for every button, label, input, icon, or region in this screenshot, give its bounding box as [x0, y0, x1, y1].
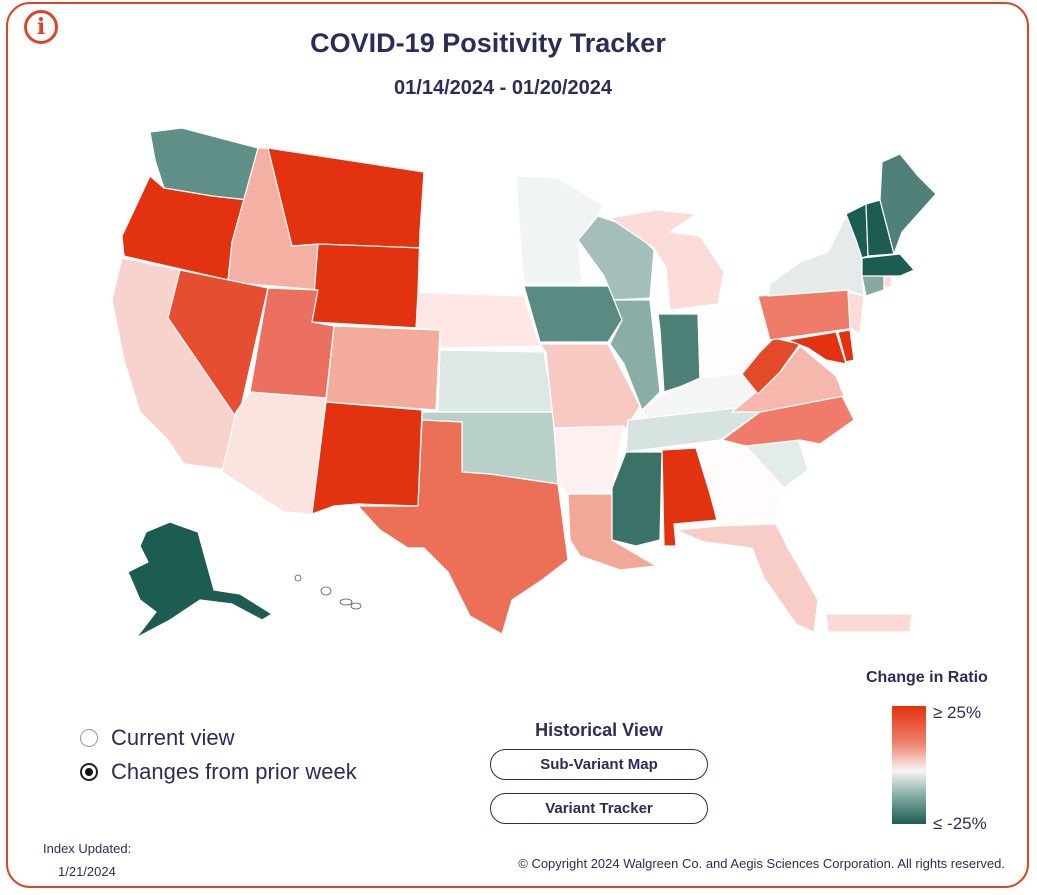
state-new-york[interactable] — [767, 215, 865, 297]
state-new-mexico[interactable] — [311, 401, 423, 515]
legend-color-scale — [892, 706, 926, 824]
state-kansas[interactable] — [437, 349, 555, 413]
changes-prior-week-radio[interactable] — [80, 763, 98, 781]
state-alabama[interactable] — [661, 447, 719, 547]
sub-variant-map-button[interactable]: Sub-Variant Map — [490, 749, 708, 780]
changes-prior-week-option[interactable]: Changes from prior week — [80, 759, 357, 785]
state-massachusetts[interactable] — [861, 253, 915, 277]
state-ohio[interactable] — [697, 305, 761, 377]
territory-puerto-rico[interactable] — [825, 613, 913, 633]
variant-tracker-button[interactable]: Variant Tracker — [490, 793, 708, 824]
state-missouri[interactable] — [539, 343, 641, 429]
state-minnesota[interactable] — [515, 175, 605, 285]
index-updated-date: 1/21/2024 — [58, 864, 116, 879]
current-view-radio[interactable] — [80, 729, 98, 747]
state-arizona[interactable] — [221, 391, 327, 515]
state-mississippi[interactable] — [611, 451, 663, 547]
state-arkansas[interactable] — [553, 425, 625, 495]
state-wyoming[interactable] — [311, 243, 423, 329]
state-iowa[interactable] — [523, 285, 623, 343]
date-range: 01/14/2024 - 01/20/2024 — [394, 77, 612, 99]
current-view-option[interactable]: Current view — [80, 725, 234, 751]
state-florida[interactable] — [675, 523, 819, 633]
state-new-jersey[interactable] — [847, 291, 865, 335]
state-georgia[interactable] — [697, 443, 783, 525]
legend-title: Change in Ratio — [866, 669, 988, 686]
legend-high-label: ≥ 25% — [933, 703, 982, 722]
info-icon[interactable]: i — [24, 10, 58, 44]
legend-low-label: ≤ -25% — [933, 814, 987, 833]
state-maryland[interactable] — [787, 331, 847, 365]
changes-prior-week-label: Changes from prior week — [111, 759, 357, 784]
state-alaska[interactable] — [127, 521, 273, 639]
state-maine[interactable] — [879, 153, 937, 255]
state-hawaii[interactable] — [294, 574, 385, 643]
state-south-dakota[interactable] — [417, 231, 525, 297]
state-wisconsin[interactable] — [577, 215, 655, 301]
state-michigan[interactable] — [609, 209, 725, 311]
historical-view-title: Historical View — [535, 720, 663, 740]
state-vermont[interactable] — [845, 203, 869, 259]
page-title: COVID-19 Positivity Tracker — [310, 28, 666, 58]
state-delaware[interactable] — [837, 329, 855, 363]
state-texas[interactable] — [357, 419, 569, 635]
state-montana[interactable] — [267, 147, 425, 249]
copyright-notice: © Copyright 2024 Walgreen Co. and Aegis … — [518, 856, 1005, 871]
state-north-dakota[interactable] — [419, 171, 521, 237]
index-updated-label: Index Updated: — [43, 841, 132, 856]
state-colorado[interactable] — [325, 325, 441, 411]
state-illinois[interactable] — [609, 299, 661, 411]
state-nebraska[interactable] — [415, 291, 541, 349]
current-view-label: Current view — [111, 725, 235, 750]
tracker-frame — [6, 2, 1029, 888]
